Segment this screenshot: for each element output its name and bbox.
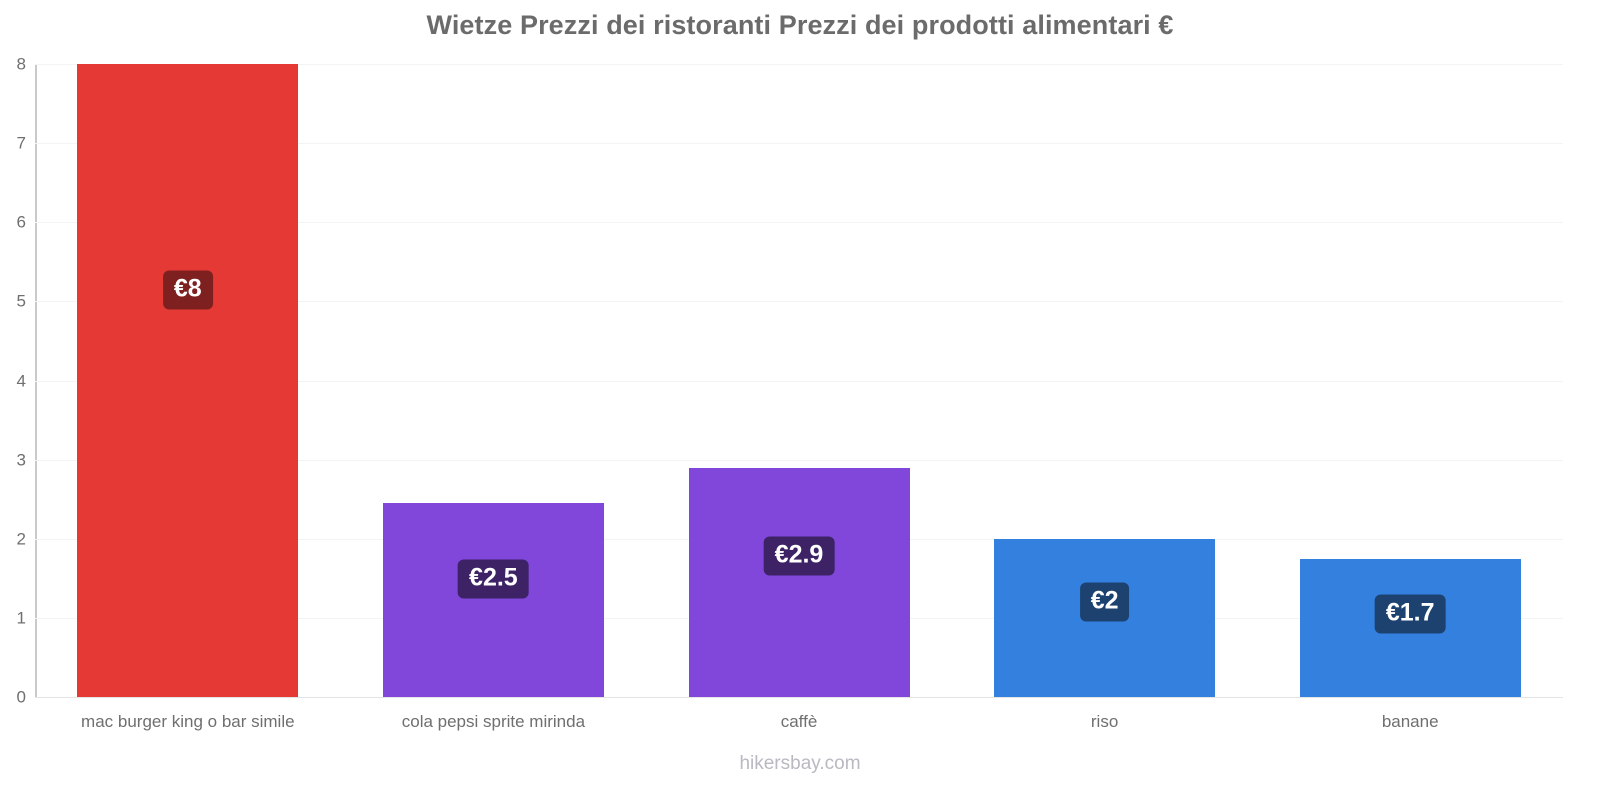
y-axis-tick-labels: 0 1 2 3 4 5 6 7 8	[0, 56, 26, 706]
y-axis-tick-label: 2	[16, 529, 26, 549]
chart-title: Wietze Prezzi dei ristoranti Prezzi dei …	[426, 10, 1174, 40]
bar-value-label: €2	[1079, 582, 1130, 622]
gridline	[35, 459, 1563, 461]
y-axis-tick-label: 1	[16, 608, 26, 628]
gridline	[35, 143, 1563, 145]
y-axis-tick-label: 5	[16, 291, 26, 311]
y-axis-tick-label: 8	[16, 54, 26, 74]
gridline	[35, 697, 1563, 698]
bar-value-label: €2.9	[763, 536, 835, 576]
x-axis-category-label: caffè	[780, 712, 818, 731]
bar-value-label: €2.5	[458, 559, 529, 599]
plot-area: €8 €2.5 €2.9 €2 €1.7	[35, 64, 1563, 698]
bar-value-label: €8	[162, 270, 213, 310]
bar[interactable]	[77, 64, 299, 697]
gridline	[35, 64, 1563, 65]
x-axis-category-label: cola pepsi sprite mirinda	[401, 712, 586, 731]
y-axis-tick-label: 0	[16, 687, 26, 707]
y-axis-tick-label: 6	[16, 212, 26, 232]
y-axis-tick-label: 4	[16, 371, 26, 390]
y-axis-tick-label: 7	[16, 133, 26, 153]
gridline	[35, 380, 1563, 382]
gridline	[35, 222, 1563, 224]
source-watermark: hikersbay.com	[739, 753, 861, 774]
gridline	[35, 301, 1563, 303]
y-axis-tick-label: 3	[16, 450, 26, 470]
x-axis-category-label: mac burger king o bar simile	[81, 712, 295, 731]
bar[interactable]	[382, 503, 604, 697]
x-axis-category-label: riso	[1090, 712, 1119, 731]
bar[interactable]	[688, 467, 910, 697]
x-axis-category-label: banane	[1381, 712, 1439, 731]
bar-value-label: €1.7	[1374, 594, 1446, 634]
